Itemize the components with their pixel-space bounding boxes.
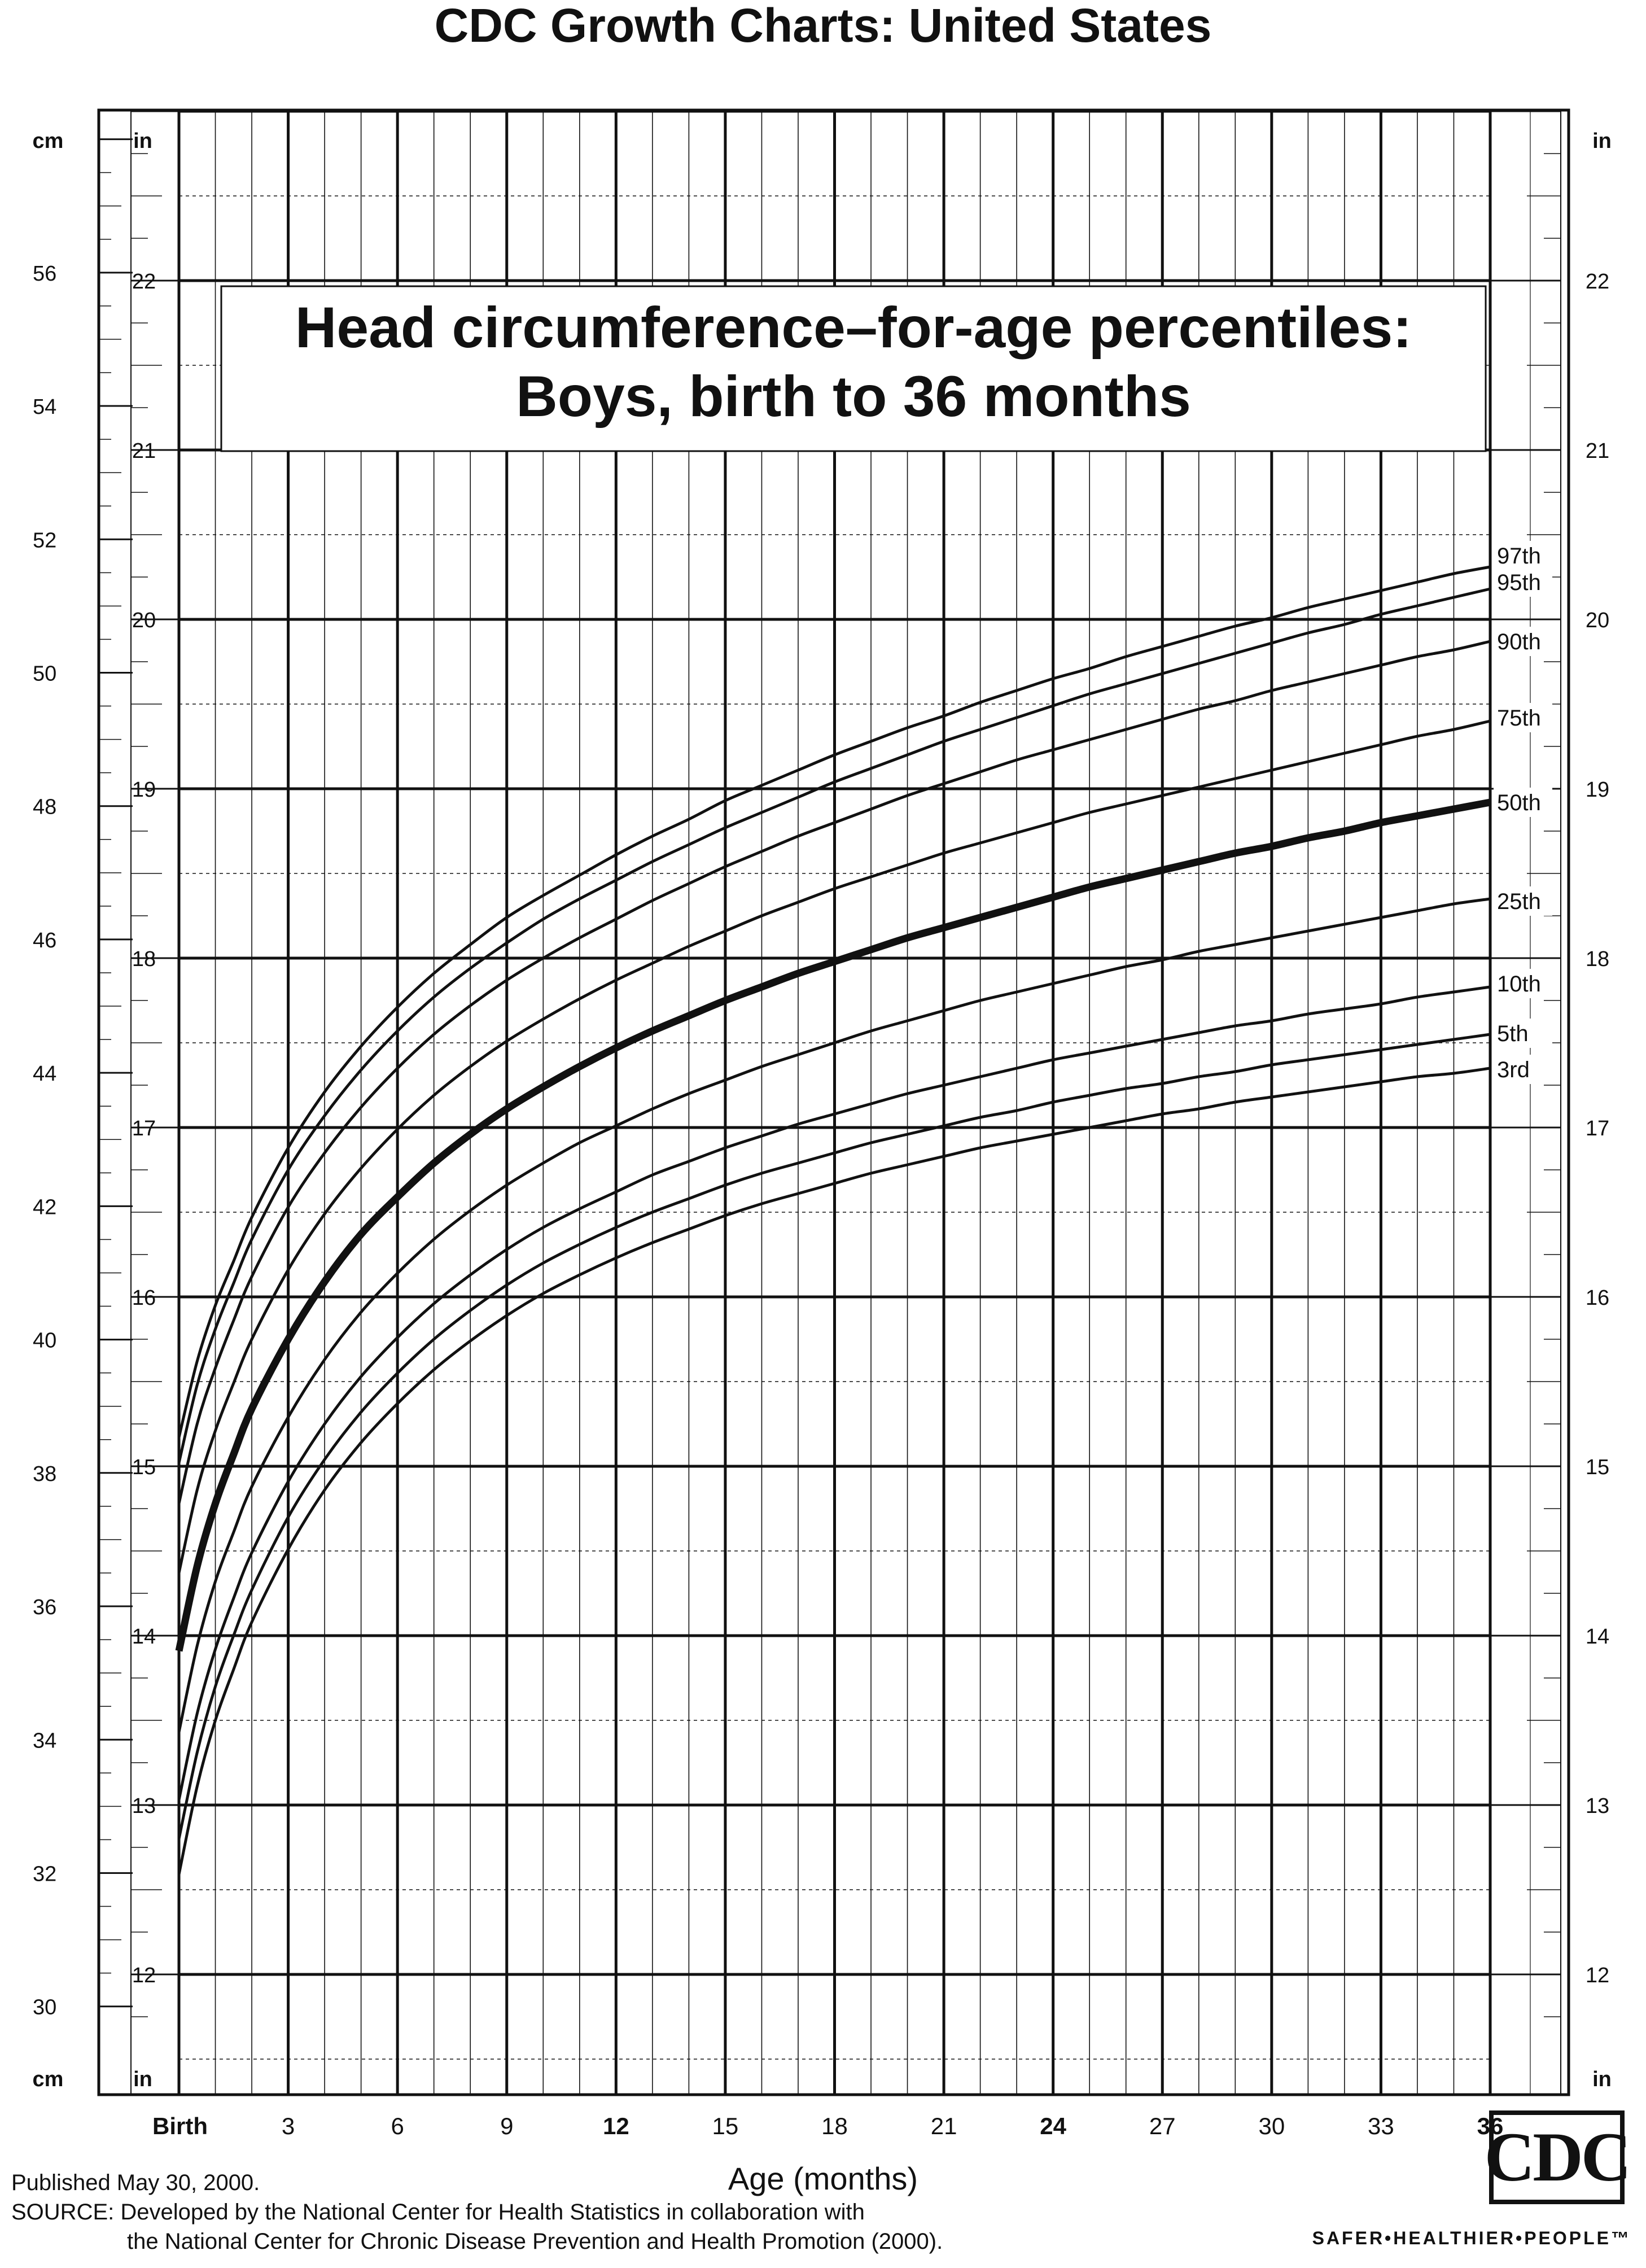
y-in-tick-label-right: 19 bbox=[1586, 778, 1609, 802]
y-cm-tick-label: 34 bbox=[33, 1729, 56, 1753]
x-tick-label: 12 bbox=[603, 2113, 629, 2139]
y-cm-tick-label: 42 bbox=[33, 1195, 56, 1219]
in-unit-label-bottom: in bbox=[133, 2068, 152, 2091]
legend-label-bg bbox=[1494, 567, 1552, 597]
y-in-tick-label-right: 14 bbox=[1586, 1625, 1609, 1649]
y-in-tick-label: 20 bbox=[132, 609, 156, 632]
cm-unit-label-bottom: cm bbox=[33, 2068, 64, 2091]
legend-label-5th: 5th bbox=[1497, 1021, 1529, 1046]
y-cm-tick-label: 56 bbox=[33, 262, 56, 286]
y-in-tick-label-right: 22 bbox=[1586, 270, 1609, 294]
chart-title-box bbox=[220, 285, 1487, 452]
footer-source-line2: the National Center for Chronic Disease … bbox=[127, 2229, 943, 2254]
y-in-tick-label: 17 bbox=[132, 1117, 156, 1140]
y-in-tick-label-right: 18 bbox=[1586, 947, 1609, 971]
y-in-tick-label: 12 bbox=[132, 1964, 156, 1987]
y-in-tick-label-right: 20 bbox=[1586, 609, 1609, 632]
y-in-tick-label: 18 bbox=[132, 947, 156, 971]
x-tick-label: 3 bbox=[282, 2113, 295, 2139]
x-axis-label: Age (months) bbox=[728, 2161, 918, 2196]
percentile-curve-50th bbox=[175, 798, 1491, 1652]
legend-label-bg bbox=[1494, 1055, 1552, 1084]
legend-label-25th: 25th bbox=[1497, 889, 1541, 914]
percentile-curve-3rd bbox=[177, 1067, 1491, 1875]
chart-title-line1: Head circumference–for-age percentiles: bbox=[295, 295, 1412, 360]
y-in-tick-label-right: 12 bbox=[1586, 1964, 1609, 1987]
legend-label-bg bbox=[1494, 627, 1552, 656]
in-unit-label-top: in bbox=[133, 129, 152, 153]
legend-label-50th: 50th bbox=[1497, 790, 1541, 815]
percentile-curve-97th bbox=[177, 565, 1491, 1438]
y-in-tick-label-right: 13 bbox=[1586, 1794, 1609, 1818]
page-title: CDC Growth Charts: United States bbox=[434, 0, 1212, 52]
legend-label-bg bbox=[1494, 1019, 1552, 1048]
percentile-curve-5th bbox=[177, 1033, 1491, 1839]
chart-frame bbox=[97, 108, 1570, 2096]
y-cm-tick-label: 48 bbox=[33, 796, 56, 819]
x-tick-label: Birth bbox=[152, 2113, 208, 2139]
x-tick-label: 30 bbox=[1258, 2113, 1285, 2139]
y-cm-tick-label: 32 bbox=[33, 1862, 56, 1886]
footer-source-line1: SOURCE: Developed by the National Center… bbox=[11, 2200, 865, 2225]
legend-label-bg bbox=[1494, 541, 1552, 570]
legend-label-bg bbox=[1494, 886, 1552, 916]
legend-label-bg bbox=[1494, 703, 1552, 732]
y-cm-tick-label: 30 bbox=[33, 1996, 56, 2020]
y-in-tick-label: 14 bbox=[132, 1625, 156, 1649]
legend-label-97th: 97th bbox=[1497, 544, 1541, 569]
x-tick-label: 18 bbox=[821, 2113, 848, 2139]
cm-unit-label-top: cm bbox=[33, 129, 64, 153]
x-tick-label: 27 bbox=[1149, 2113, 1176, 2139]
y-cm-tick-label: 54 bbox=[33, 395, 56, 419]
in-unit-label-top-right: in bbox=[1592, 129, 1612, 153]
y-cm-tick-label: 44 bbox=[33, 1062, 56, 1086]
x-tick-label: 24 bbox=[1040, 2113, 1066, 2139]
y-in-tick-label-right: 17 bbox=[1586, 1117, 1609, 1140]
footer-published: Published May 30, 2000. bbox=[11, 2170, 260, 2195]
legend-label-bg bbox=[1494, 788, 1552, 817]
legend-label-3rd: 3rd bbox=[1497, 1057, 1530, 1082]
y-in-tick-label: 21 bbox=[132, 439, 156, 463]
legend-label-90th: 90th bbox=[1497, 630, 1541, 654]
x-tick-label: 33 bbox=[1368, 2113, 1394, 2139]
in-unit-label-bottom-right: in bbox=[1592, 2068, 1612, 2091]
percentile-curve-90th bbox=[177, 640, 1491, 1504]
percentile-curve-10th bbox=[177, 985, 1491, 1801]
x-tick-label: 15 bbox=[712, 2113, 739, 2139]
y-in-tick-label: 19 bbox=[132, 778, 156, 802]
x-tick-label: 9 bbox=[500, 2113, 513, 2139]
cdc-logo: CDC bbox=[1485, 2110, 1631, 2204]
chart-subtitle-line2: Boys, birth to 36 months bbox=[516, 364, 1191, 429]
legend-label-95th: 95th bbox=[1497, 570, 1541, 595]
footer-notes: Published May 30, 2000. SOURCE: Develope… bbox=[11, 2168, 943, 2256]
y-cm-tick-label: 50 bbox=[33, 662, 56, 685]
y-in-tick-label-right: 16 bbox=[1586, 1286, 1609, 1310]
x-tick-label: 21 bbox=[931, 2113, 957, 2139]
percentile-curve-75th bbox=[177, 719, 1491, 1574]
y-in-tick-label-right: 21 bbox=[1586, 439, 1609, 463]
y-cm-tick-label: 52 bbox=[33, 528, 56, 552]
cdc-tagline: SAFER•HEALTHIER•PEOPLE™ bbox=[1312, 2228, 1631, 2248]
legend-label-bg bbox=[1494, 969, 1552, 998]
percentile-curve-25th bbox=[177, 897, 1491, 1733]
y-in-tick-label: 15 bbox=[132, 1456, 156, 1479]
legend-label-75th: 75th bbox=[1497, 706, 1541, 731]
x-tick-label: 6 bbox=[391, 2113, 404, 2139]
y-cm-tick-label: 36 bbox=[33, 1596, 56, 1619]
y-cm-tick-label: 40 bbox=[33, 1329, 56, 1353]
y-cm-tick-label: 38 bbox=[33, 1462, 56, 1486]
y-in-tick-label-right: 15 bbox=[1586, 1456, 1609, 1479]
y-in-tick-label: 16 bbox=[132, 1286, 156, 1310]
y-in-tick-label: 13 bbox=[132, 1794, 156, 1818]
y-in-tick-label: 22 bbox=[132, 270, 156, 294]
percentile-curve-95th bbox=[177, 587, 1491, 1463]
legend-label-10th: 10th bbox=[1497, 972, 1541, 997]
y-cm-tick-label: 46 bbox=[33, 929, 56, 952]
